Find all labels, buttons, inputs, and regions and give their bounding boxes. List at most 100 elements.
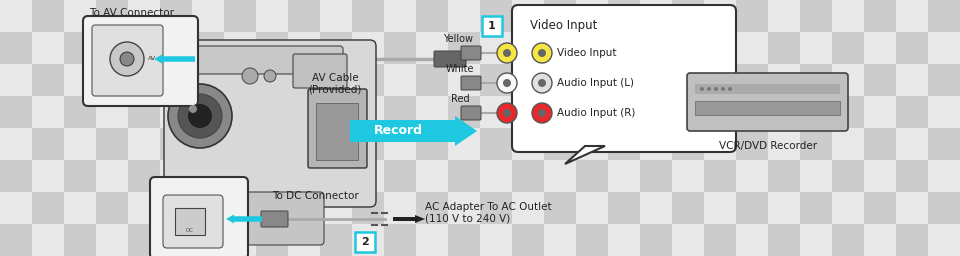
Bar xyxy=(96,32,128,64)
Bar xyxy=(544,32,576,64)
Bar xyxy=(384,64,416,96)
Bar xyxy=(768,224,800,256)
Bar xyxy=(576,192,608,224)
Circle shape xyxy=(497,73,517,93)
Bar xyxy=(416,224,448,256)
Bar xyxy=(416,192,448,224)
FancyBboxPatch shape xyxy=(461,46,481,60)
Bar xyxy=(512,128,544,160)
Bar xyxy=(288,192,320,224)
Bar xyxy=(608,96,640,128)
Bar xyxy=(224,32,256,64)
Bar xyxy=(576,128,608,160)
FancyBboxPatch shape xyxy=(461,76,481,90)
Bar xyxy=(480,160,512,192)
Circle shape xyxy=(538,79,546,87)
Bar xyxy=(224,128,256,160)
Bar xyxy=(128,64,160,96)
Bar xyxy=(864,0,896,32)
Bar xyxy=(512,192,544,224)
Bar xyxy=(192,96,224,128)
FancyBboxPatch shape xyxy=(164,40,376,207)
Text: Video Input: Video Input xyxy=(557,48,616,58)
FancyBboxPatch shape xyxy=(163,195,223,248)
Bar xyxy=(384,160,416,192)
Bar xyxy=(224,64,256,96)
Bar xyxy=(544,128,576,160)
Bar xyxy=(640,0,672,32)
Bar xyxy=(355,232,375,252)
Text: AV: AV xyxy=(148,57,156,61)
Bar xyxy=(160,32,192,64)
Bar xyxy=(896,192,928,224)
Bar xyxy=(448,160,480,192)
Bar xyxy=(448,192,480,224)
Bar xyxy=(352,96,384,128)
Bar xyxy=(256,0,288,32)
Bar xyxy=(320,128,352,160)
Bar xyxy=(832,160,864,192)
Bar xyxy=(672,64,704,96)
Bar xyxy=(704,128,736,160)
Bar xyxy=(928,128,960,160)
FancyBboxPatch shape xyxy=(150,177,248,256)
Bar xyxy=(256,224,288,256)
Circle shape xyxy=(700,87,704,91)
Bar xyxy=(128,96,160,128)
Bar xyxy=(256,96,288,128)
Circle shape xyxy=(110,42,144,76)
Bar xyxy=(128,224,160,256)
Bar xyxy=(608,32,640,64)
Bar xyxy=(32,128,64,160)
Bar xyxy=(224,224,256,256)
Bar xyxy=(576,96,608,128)
Bar xyxy=(320,160,352,192)
Text: AV Cable
(Provided): AV Cable (Provided) xyxy=(308,73,362,95)
Bar xyxy=(512,64,544,96)
Bar xyxy=(416,128,448,160)
Bar xyxy=(0,0,32,32)
Bar xyxy=(672,128,704,160)
Bar xyxy=(544,64,576,96)
Bar xyxy=(448,128,480,160)
Bar xyxy=(224,96,256,128)
Bar xyxy=(192,160,224,192)
Text: Audio Input (L): Audio Input (L) xyxy=(557,78,634,88)
Bar xyxy=(768,64,800,96)
Bar xyxy=(576,224,608,256)
Circle shape xyxy=(532,43,552,63)
Bar xyxy=(416,64,448,96)
Bar xyxy=(695,84,840,94)
Bar xyxy=(864,160,896,192)
Bar xyxy=(448,224,480,256)
Text: 1: 1 xyxy=(488,21,496,31)
Bar xyxy=(256,64,288,96)
Bar xyxy=(800,96,832,128)
Bar xyxy=(576,160,608,192)
Text: Video Input: Video Input xyxy=(530,18,597,31)
Bar xyxy=(928,160,960,192)
Bar xyxy=(288,128,320,160)
FancyArrow shape xyxy=(350,116,477,146)
Bar xyxy=(96,224,128,256)
Bar xyxy=(0,32,32,64)
Circle shape xyxy=(728,87,732,91)
Bar xyxy=(480,192,512,224)
FancyBboxPatch shape xyxy=(83,16,198,106)
Circle shape xyxy=(538,109,546,117)
Bar xyxy=(320,192,352,224)
Bar xyxy=(928,64,960,96)
Bar xyxy=(32,224,64,256)
Bar xyxy=(64,224,96,256)
Bar xyxy=(832,192,864,224)
Bar xyxy=(160,160,192,192)
Bar xyxy=(384,128,416,160)
Bar xyxy=(800,224,832,256)
Bar xyxy=(192,128,224,160)
Bar xyxy=(704,0,736,32)
Bar xyxy=(704,64,736,96)
Bar xyxy=(320,0,352,32)
Bar xyxy=(640,192,672,224)
Bar xyxy=(0,224,32,256)
Bar xyxy=(96,64,128,96)
